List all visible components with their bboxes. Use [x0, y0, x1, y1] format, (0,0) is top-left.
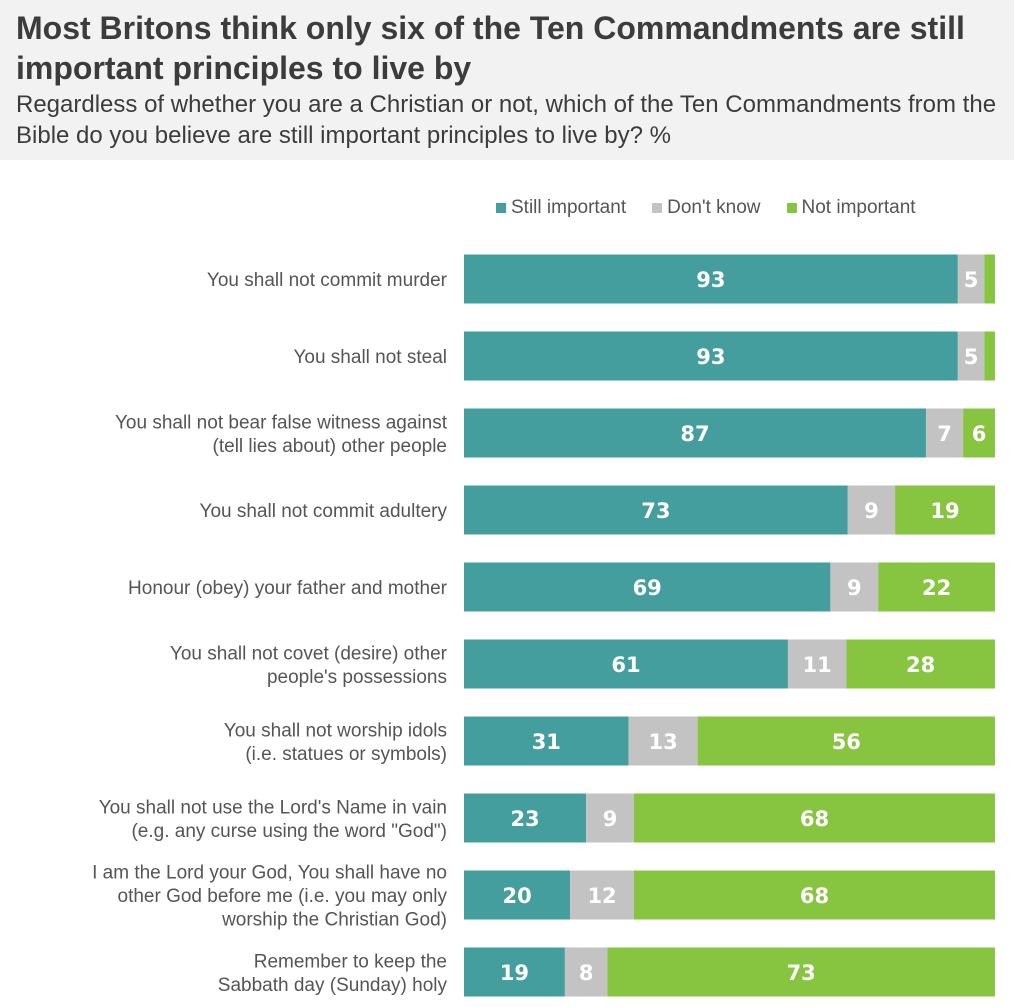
category-label: You shall not commit murder: [207, 270, 448, 291]
category-label-line: people's possessions: [267, 667, 447, 688]
category-label-line: worship the Christian God): [221, 910, 447, 931]
legend-label-not-important: Not important: [801, 197, 916, 218]
data-label-not-important: 73: [787, 961, 816, 985]
category-label-line: Sabbath day (Sunday) holy: [218, 975, 448, 996]
bar-segment-not-important: [963, 408, 995, 458]
data-label-don-t-know: 8: [579, 961, 594, 985]
bar-segment-still-important: [464, 793, 587, 843]
data-label-still-important: 31: [532, 730, 561, 754]
data-label-still-important: 87: [680, 422, 709, 446]
bar-segment-don-t-know: [830, 562, 879, 612]
legend-item-still-important: Still important: [496, 197, 626, 219]
data-label-don-t-know: 7: [937, 422, 952, 446]
data-label-don-t-know: 12: [587, 884, 616, 908]
data-label-don-t-know: 5: [964, 345, 979, 369]
data-label-don-t-know: 9: [603, 807, 618, 831]
category-label-line: You shall not steal: [293, 347, 447, 368]
category-label: I am the Lord your God, You shall have n…: [92, 863, 447, 931]
bar-segment-still-important: [464, 408, 926, 458]
bar-segment-not-important: [846, 639, 995, 689]
category-label: You shall not steal: [293, 347, 447, 368]
category-label: You shall not covet (desire) other people…: [170, 643, 448, 688]
category-label-line: Honour (obey) your father and mother: [128, 578, 448, 599]
category-label-line: You shall not use the Lord's Name in vai…: [99, 797, 447, 818]
bar-segment-don-t-know: [564, 947, 608, 997]
bar-segment-not-important: [984, 254, 995, 304]
legend-swatch-not-important: [786, 203, 797, 213]
bar-segment-still-important: [464, 870, 571, 920]
bar-segment-don-t-know: [628, 716, 698, 766]
data-label-still-important: 20: [502, 884, 531, 908]
legend-label-dont-know: Don't know: [667, 197, 761, 218]
data-label-still-important: 23: [510, 807, 539, 831]
data-label-not-important: 6: [972, 422, 987, 446]
category-label: You shall not use the Lord's Name in vai…: [99, 797, 447, 842]
chart-title: Most Britons think only six of the Ten C…: [16, 10, 965, 86]
data-label-don-t-know: 5: [964, 268, 979, 292]
category-label: You shall not worship idols (i.e. statues…: [224, 720, 447, 765]
bar-segment-still-important: [464, 639, 788, 689]
category-label-line: other God before me (i.e. you may only: [118, 886, 448, 907]
legend-swatch-dont-know: [652, 203, 663, 213]
data-label-still-important: 93: [696, 345, 725, 369]
bar-segment-not-important: [895, 485, 995, 535]
bar-segment-not-important: [697, 716, 995, 766]
data-label-still-important: 19: [500, 961, 529, 985]
category-label-line: (i.e. statues or symbols): [245, 744, 447, 765]
category-label-line: You shall not commit murder: [207, 270, 448, 291]
legend-item-dont-know: Don't know: [652, 197, 761, 219]
category-label-line: (e.g. any curse using the word "God"): [131, 821, 447, 842]
data-label-not-important: 68: [800, 884, 829, 908]
bar-segment-still-important: [464, 947, 565, 997]
bar-segment-not-important: [633, 870, 995, 920]
bar-segment-don-t-know: [957, 331, 985, 381]
bar-segment-not-important: [878, 562, 995, 612]
bar-segment-still-important: [464, 485, 848, 535]
data-label-not-important: 19: [930, 499, 959, 523]
data-label-not-important: 56: [832, 730, 861, 754]
chart-legend: Still important Don't know Not important: [496, 196, 916, 220]
data-label-don-t-know: 9: [864, 499, 879, 523]
category-label-line: You shall not bear false witness against: [115, 412, 448, 433]
bar-segment-still-important: [464, 331, 958, 381]
data-label-don-t-know: 9: [847, 576, 862, 600]
bar-segment-don-t-know: [925, 408, 964, 458]
category-label-line: You shall not covet (desire) other: [170, 643, 448, 664]
chart-header: Most Britons think only six of the Ten C…: [0, 0, 1014, 160]
bar-segment-don-t-know: [957, 254, 985, 304]
legend-swatch-still-important: [496, 203, 506, 213]
category-label: You shall not bear false witness against…: [115, 412, 448, 457]
bar-segment-still-important: [464, 254, 958, 304]
legend-label-still-important: Still important: [511, 197, 627, 218]
data-label-not-important: 28: [906, 653, 935, 677]
category-label: Honour (obey) your father and mother: [128, 578, 448, 599]
category-label-line: (tell lies about) other people: [213, 436, 447, 457]
bar-segment-don-t-know: [586, 793, 634, 843]
category-label: Remember to keep the Sabbath day (Sunday)…: [218, 951, 448, 996]
data-label-still-important: 69: [633, 576, 662, 600]
bar-segment-don-t-know: [847, 485, 896, 535]
data-label-don-t-know: 11: [802, 653, 831, 677]
data-label-don-t-know: 13: [649, 730, 678, 754]
category-label-line: I am the Lord your God, You shall have n…: [92, 863, 447, 884]
category-label-line: Remember to keep the: [254, 951, 447, 972]
bar-segment-don-t-know: [570, 870, 634, 920]
bar-segment-not-important: [633, 793, 995, 843]
legend-item-not-important: Not important: [786, 197, 916, 219]
data-label-not-important: 22: [922, 576, 951, 600]
data-label-still-important: 73: [641, 499, 670, 523]
bar-segment-still-important: [464, 716, 629, 766]
category-label-line: You shall not worship idols: [224, 720, 447, 741]
category-label-line: You shall not commit adultery: [200, 501, 448, 522]
bar-segment-don-t-know: [787, 639, 847, 689]
bar-segment-not-important: [607, 947, 995, 997]
chart-subtitle: Regardless of whether you are a Christia…: [16, 91, 997, 149]
data-label-still-important: 61: [611, 653, 640, 677]
category-label: You shall not commit adultery: [200, 501, 448, 522]
data-label-still-important: 93: [696, 268, 725, 292]
bar-segment-still-important: [464, 562, 831, 612]
bar-segment-not-important: [984, 331, 995, 381]
data-label-not-important: 68: [800, 807, 829, 831]
